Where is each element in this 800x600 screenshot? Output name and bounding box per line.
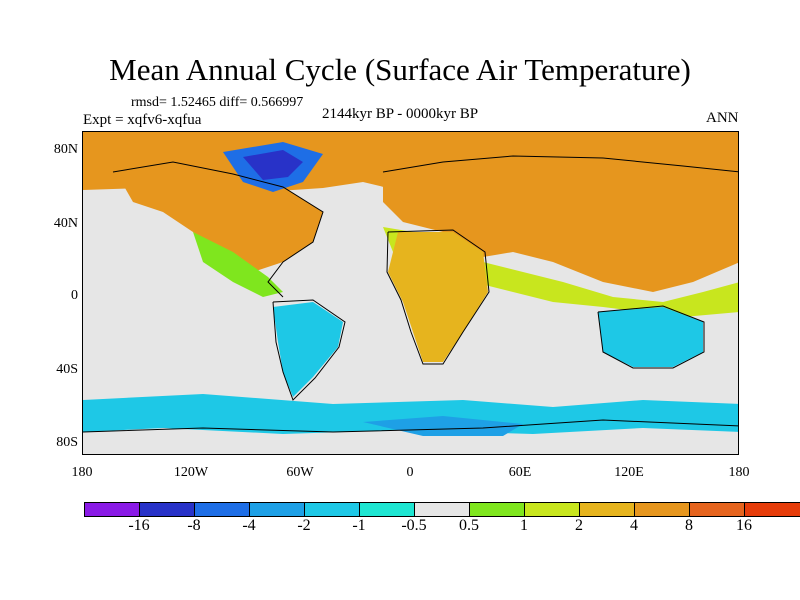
lon-label-180w: 180 — [71, 465, 93, 480]
colorbar-box — [195, 503, 250, 516]
temperature-anomaly-map — [83, 132, 738, 454]
antarctic-cold-band — [363, 416, 523, 436]
colorbar-box — [635, 503, 690, 516]
map-panel — [82, 131, 739, 455]
lat-label-80n: 80N — [53, 142, 78, 157]
colorbar-box — [525, 503, 580, 516]
colorbar-box — [85, 503, 140, 516]
colorbar-tick-label: -8 — [187, 517, 201, 534]
coastlines — [83, 155, 738, 433]
colorbar-box — [305, 503, 360, 516]
colorbar-tick-label: -4 — [242, 517, 256, 534]
australia-cool-region — [598, 307, 703, 367]
period-label: 2144kyr BP - 0000kyr BP — [322, 106, 479, 122]
colorbar-tick-label: 0.5 — [459, 517, 479, 534]
colorbar-tick-label: 16 — [736, 517, 752, 534]
colorbar-tick-label: 4 — [630, 517, 638, 534]
colorbar-box — [745, 503, 800, 516]
lon-label-180e: 180 — [728, 465, 750, 480]
colorbar-tick-label: 1 — [520, 517, 528, 534]
colorbar-box — [250, 503, 305, 516]
colorbar-box — [415, 503, 470, 516]
colorbar-tick-label: -0.5 — [401, 517, 427, 534]
lon-label-120e: 120E — [614, 465, 644, 480]
colorbar-box — [470, 503, 525, 516]
southern-ocean-cool-band — [83, 394, 738, 434]
colorbar-box — [580, 503, 635, 516]
lon-label-120w: 120W — [173, 465, 209, 480]
colorbar-tick-label: -1 — [352, 517, 366, 534]
lon-label-0: 0 — [406, 465, 414, 480]
africa-warm-region — [388, 232, 488, 362]
colorbar-box — [360, 503, 415, 516]
colorbar-box — [140, 503, 195, 516]
canada-cold-core — [243, 150, 303, 180]
lat-label-40n: 40N — [53, 216, 78, 231]
colorbar-tick-label: 2 — [575, 517, 583, 534]
colorbar-tick-label: 8 — [685, 517, 693, 534]
colorbar-box — [690, 503, 745, 516]
experiment-label: Expt = xqfv6-xqfua — [83, 112, 202, 128]
colorbar-tick-label: -2 — [297, 517, 311, 534]
colorbar-tick-label: -16 — [128, 517, 150, 534]
lat-label-80s: 80S — [56, 435, 78, 450]
eurasia-warm-region — [383, 157, 738, 292]
lon-label-60e: 60E — [508, 465, 532, 480]
lat-label-equator: 0 — [71, 288, 78, 303]
season-label: ANN — [706, 110, 739, 126]
south-america-cool-region — [273, 302, 343, 397]
antarctica-region — [83, 436, 738, 454]
rmsd-diff-stats: rmsd= 1.52465 diff= 0.566997 — [131, 95, 304, 110]
lon-label-60w: 60W — [286, 465, 314, 480]
plot-title: Mean Annual Cycle (Surface Air Temperatu… — [109, 52, 691, 87]
lat-label-40s: 40S — [56, 362, 78, 377]
colorbar — [84, 502, 800, 517]
north-america-green-region — [193, 232, 283, 297]
